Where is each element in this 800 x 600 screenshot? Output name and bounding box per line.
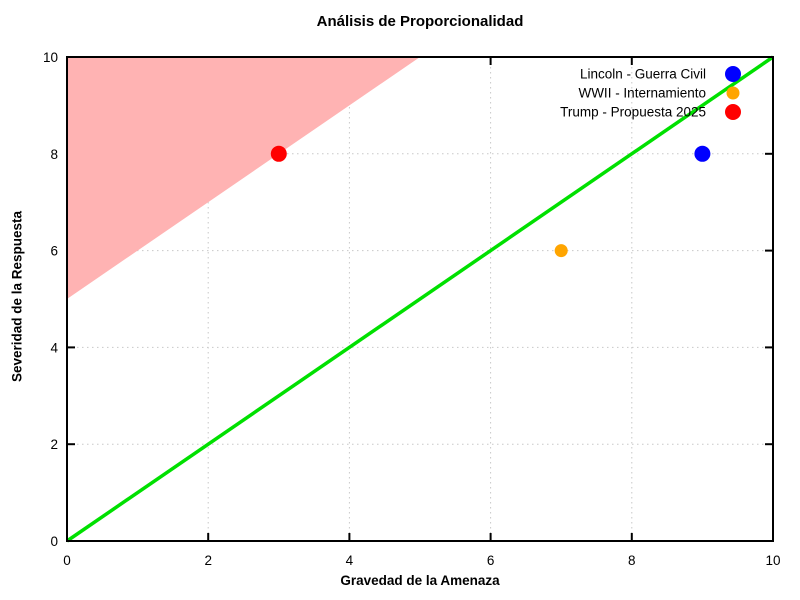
shaded-region-disproportionate-zone [67,57,420,299]
legend-label: WWII - Internamiento [578,86,706,101]
proportionality-line [66,55,774,543]
y-tick-label: 6 [50,244,58,259]
data-point-wwii-internamiento [554,244,568,258]
x-axis-label: Gravedad de la Amenaza [340,573,500,588]
y-tick-label: 4 [50,340,58,355]
plot-border [66,56,774,542]
chart-title: Análisis de Proporcionalidad [316,13,524,30]
y-tick-label: 0 [50,534,58,549]
x-tick-label: 10 [765,553,780,568]
legend-marker [725,104,741,120]
legend-label: Lincoln - Guerra Civil [580,67,706,82]
y-axis-label: Severidad de la Respuesta [9,210,25,383]
y-tick-label: 2 [50,437,58,452]
x-tick-label: 2 [204,553,212,568]
x-tick-label: 4 [346,553,354,568]
y-tick-label: 8 [50,147,58,162]
x-tick-label: 0 [63,553,71,568]
data-point-trump-propuesta-2025 [270,145,287,162]
legend-marker [726,86,740,100]
data-point-lincoln-guerra-civil [694,145,711,162]
legend-marker [725,66,741,82]
legend-label: Trump - Propuesta 2025 [560,105,706,120]
y-tick-label: 10 [43,50,58,65]
x-tick-label: 8 [628,553,636,568]
x-tick-label: 6 [487,553,495,568]
